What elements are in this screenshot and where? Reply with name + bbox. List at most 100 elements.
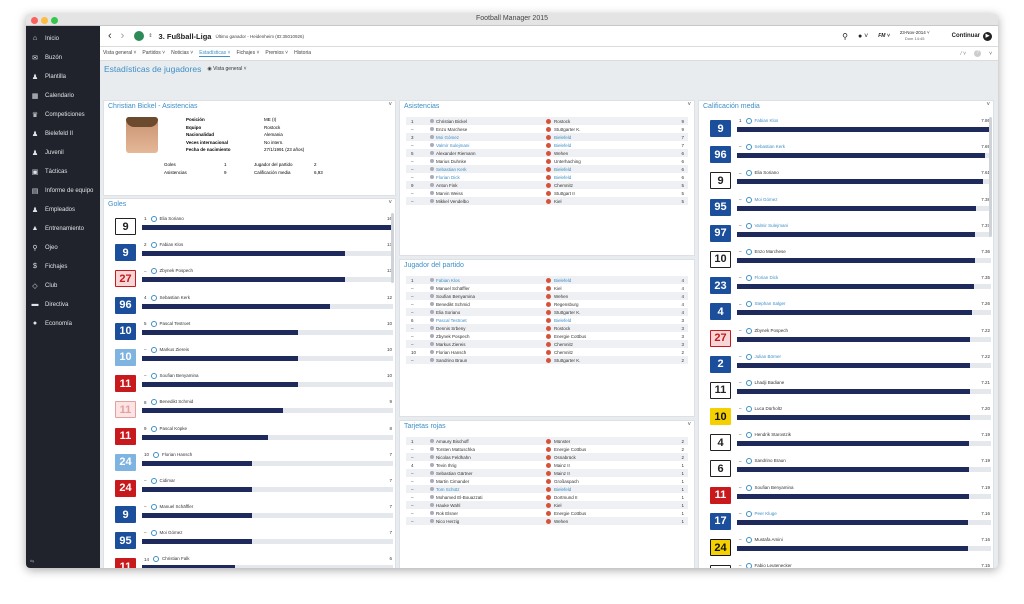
club-name-link[interactable]: Dortmund II bbox=[554, 494, 578, 500]
sidebar-item[interactable]: ⌂ Inicio bbox=[26, 29, 100, 48]
player-name-link[interactable]: Elia Soriano bbox=[436, 309, 461, 315]
stat-bar-row[interactable]: 11 – Soufian Benyamina 7.19 bbox=[699, 482, 993, 508]
player-name-link[interactable]: Hendrik Starostzik bbox=[754, 432, 792, 438]
player-name-link[interactable]: Elia Soriano bbox=[754, 170, 779, 176]
player-name-link[interactable]: Florian Dick bbox=[754, 275, 779, 281]
table-row[interactable]: 9 Anton Fink Chemnitz 5 bbox=[406, 181, 688, 189]
table-row[interactable]: – Sebastian Kerk Bielefeld 6 bbox=[406, 165, 688, 173]
red-cards-chevron-icon[interactable]: ˅ bbox=[687, 422, 691, 428]
player-name-link[interactable]: Zbynek Pospech bbox=[159, 268, 194, 274]
sidebar-item[interactable]: ✉ Buzón bbox=[26, 48, 100, 67]
table-row[interactable]: – Torsten Mattuschka Energie Cottbus 2 bbox=[406, 445, 688, 453]
table-row[interactable]: – Martin Cimander Großaspach 1 bbox=[406, 477, 688, 485]
table-row[interactable]: – Nicolas Feldhahn Osnabrück 2 bbox=[406, 453, 688, 461]
player-name-link[interactable]: Benedikt Schmid bbox=[436, 301, 470, 307]
player-name-link[interactable]: Mikkel Vendelbo bbox=[436, 198, 469, 204]
average-rating-title[interactable]: Calificación media bbox=[703, 103, 760, 110]
more-chevron-icon[interactable]: ˅ bbox=[989, 50, 992, 57]
player-name-link[interactable]: Martin Cimander bbox=[436, 478, 470, 484]
subnav-tab[interactable]: Fichajes ˅ bbox=[236, 50, 259, 57]
table-row[interactable]: – Markus Ziereis Chemnitz 3 bbox=[406, 340, 688, 348]
club-name-link[interactable]: Bielefeld bbox=[554, 486, 572, 492]
stat-bar-row[interactable]: 10 5 Pascal Testroet 10 bbox=[104, 318, 395, 344]
player-name-link[interactable]: Valmir Sulejmani bbox=[436, 142, 470, 148]
player-name-link[interactable]: Sebastian Kerk bbox=[754, 144, 786, 150]
table-row[interactable]: – Mohamed El-Bouazzati Dortmund II 1 bbox=[406, 493, 688, 501]
player-name-link[interactable]: Stephan Salger bbox=[754, 301, 786, 307]
player-name-link[interactable]: Fabian Klos bbox=[754, 118, 779, 124]
table-row[interactable]: – Marvin Weiss Stuttgart II 5 bbox=[406, 189, 688, 197]
rating-scrollbar[interactable] bbox=[989, 117, 992, 237]
table-row[interactable]: – Tom Schütz Bielefeld 1 bbox=[406, 485, 688, 493]
red-cards-title[interactable]: Tarjetas rojas bbox=[404, 423, 446, 430]
stat-bar-row[interactable]: 11 9 Pascal Köpke 8 bbox=[104, 423, 395, 449]
stat-bar-row[interactable]: 6 – Sandrino Braun 7.19 bbox=[699, 455, 993, 481]
minimize-window-button[interactable] bbox=[41, 17, 48, 24]
player-name-link[interactable]: Manuel Schäffler bbox=[436, 285, 470, 291]
table-row[interactable]: – Sandrino Braun Stuttgarter K. 2 bbox=[406, 356, 688, 364]
table-row[interactable]: – Nico Herzig Wehen 1 bbox=[406, 517, 688, 525]
club-name-link[interactable]: Bielefeld bbox=[554, 174, 572, 180]
stat-bar-row[interactable]: 10 – Markus Ziereis 10 bbox=[104, 344, 395, 370]
player-name-link[interactable]: Florian Hansch bbox=[436, 349, 467, 355]
zoom-window-button[interactable] bbox=[51, 17, 58, 24]
subnav-tab[interactable]: Vista general ˅ bbox=[103, 50, 136, 57]
assists-chevron-icon[interactable]: ˅ bbox=[687, 102, 691, 108]
club-name-link[interactable]: Kiel bbox=[554, 502, 562, 508]
player-name-link[interactable]: Benedikt Schmid bbox=[159, 399, 194, 405]
view-selector[interactable]: ◉ Vista general ˅ bbox=[207, 66, 247, 72]
stat-bar-row[interactable]: 96 – Sebastian Kerk 7.69 bbox=[699, 141, 993, 167]
continue-button[interactable]: Continuar ▶ bbox=[952, 31, 992, 41]
table-row[interactable]: 10 Florian Hansch Chemnitz 2 bbox=[406, 348, 688, 356]
subnav-tab[interactable]: Noticias ˅ bbox=[171, 50, 193, 57]
stat-bar-row[interactable]: 9 – Manuel Schäffler 7 bbox=[104, 501, 395, 527]
player-name-link[interactable]: Sebastian Kerk bbox=[159, 294, 191, 300]
player-name-link[interactable]: Alexander Riemann bbox=[436, 150, 476, 156]
rating-chevron-icon[interactable]: ˅ bbox=[986, 102, 990, 108]
table-row[interactable]: 5 Alexander Riemann Wehen 6 bbox=[406, 149, 688, 157]
table-row[interactable]: – Mikkel Vendelbo Kiel 5 bbox=[406, 197, 688, 205]
player-name-link[interactable]: Zbynek Pospech bbox=[754, 327, 789, 333]
club-name-link[interactable]: Bielefeld bbox=[554, 317, 572, 323]
player-name-link[interactable]: Dennis Srbeny bbox=[436, 325, 466, 331]
table-row[interactable]: 1 Fabian Klos Bielefeld 4 bbox=[406, 276, 688, 284]
world-menu-icon[interactable]: ● ˅ bbox=[857, 32, 869, 40]
club-name-link[interactable]: Stuttgarter K. bbox=[554, 357, 581, 363]
table-row[interactable]: – Elia Soriano Stuttgarter K. 4 bbox=[406, 308, 688, 316]
club-name-link[interactable]: Wehen bbox=[554, 518, 569, 524]
help-icon[interactable]: ? bbox=[974, 50, 982, 57]
table-row[interactable]: 1 Christian Bickel Rostock 9 bbox=[406, 117, 688, 125]
club-name-link[interactable]: Bielefeld bbox=[554, 134, 572, 140]
club-name-link[interactable]: Münster bbox=[554, 438, 571, 444]
stat-bar-row[interactable]: 11 – Soufian Benyamina 10 bbox=[104, 370, 395, 396]
stat-bar-row[interactable]: 24 10 Florian Hansch 7 bbox=[104, 449, 395, 475]
table-row[interactable]: – Enzo Marchese Stuttgarter K. 9 bbox=[406, 125, 688, 133]
close-window-button[interactable] bbox=[31, 17, 38, 24]
player-name-link[interactable]: Hauke Wahl bbox=[436, 502, 461, 508]
player-name-link[interactable]: Enzo Marchese bbox=[436, 126, 468, 132]
player-name-link[interactable]: Marvin Weiss bbox=[436, 190, 463, 196]
sidebar-item[interactable]: ♟ Bielefeld II bbox=[26, 124, 100, 143]
player-name-link[interactable]: Luca Dürholtz bbox=[754, 406, 783, 412]
sidebar-item[interactable]: ● Economía bbox=[26, 314, 100, 333]
stat-bar-row[interactable]: 24 – Mustafa Amini 7.16 bbox=[699, 534, 993, 560]
goals-title[interactable]: Goles bbox=[108, 201, 127, 208]
player-name-link[interactable]: Florian Hansch bbox=[162, 451, 193, 457]
search-icon[interactable]: ⚲ bbox=[842, 31, 848, 41]
table-row[interactable]: – Zbynek Pospech Energie Cottbus 3 bbox=[406, 332, 688, 340]
table-row[interactable]: – Florian Dick Bielefeld 6 bbox=[406, 173, 688, 181]
assists-title[interactable]: Asistencias bbox=[404, 103, 440, 110]
stat-bar-row[interactable]: 9 – Elia Soriano 7.61 bbox=[699, 167, 993, 193]
stat-bar-row[interactable]: – Fabio Leutenecker 7.15 bbox=[699, 560, 993, 568]
player-name-link[interactable]: Pascal Köpke bbox=[159, 425, 188, 431]
player-name-link[interactable]: Pascal Testroet bbox=[159, 320, 191, 326]
club-name-link[interactable]: Stuttgarter K. bbox=[554, 126, 581, 132]
player-name-link[interactable]: Manuel Schäffler bbox=[159, 504, 194, 510]
player-name-link[interactable]: Markus Ziereis bbox=[159, 347, 190, 353]
stat-bar-row[interactable]: 9 1 Elia Soriano 16 bbox=[104, 213, 395, 239]
club-name-link[interactable]: Bielefeld bbox=[554, 277, 572, 283]
player-name-link[interactable]: Soufian Benyamina bbox=[754, 484, 794, 490]
club-name-link[interactable]: Wehen bbox=[554, 293, 569, 299]
goals-chevron-icon[interactable]: ˅ bbox=[388, 200, 392, 206]
club-name-link[interactable]: Mainz II bbox=[554, 470, 570, 476]
